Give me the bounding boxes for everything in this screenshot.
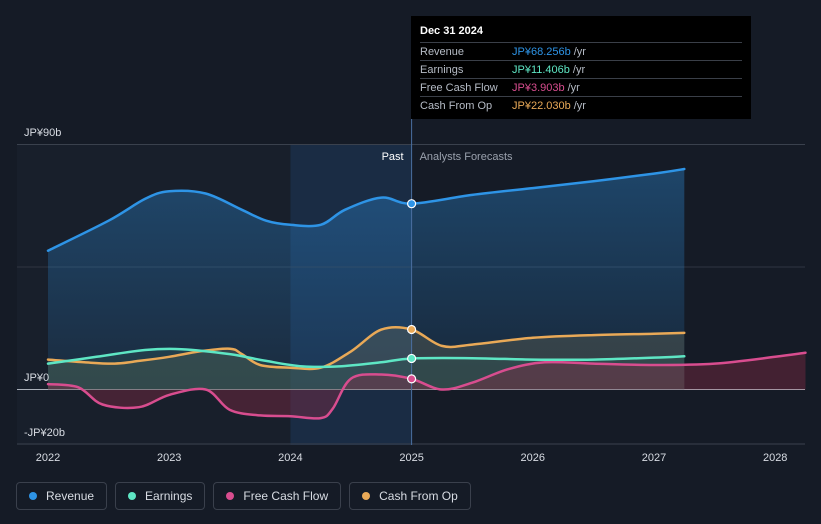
y-tick-label: JP¥90b	[24, 127, 61, 139]
legend-label: Cash From Op	[379, 489, 458, 503]
marker-cfo	[407, 324, 417, 335]
legend-label: Free Cash Flow	[243, 489, 329, 503]
y-tick-label: JP¥0	[24, 372, 49, 384]
series-line-revenue	[46, 167, 686, 252]
legend-dot-icon	[128, 492, 137, 500]
legend-dot-icon	[29, 492, 37, 500]
tooltip-date: Dec 31 2024	[420, 25, 483, 37]
forecast-label: Analysts Forecasts	[420, 151, 513, 163]
tooltip-unit: /yr	[572, 63, 586, 76]
y-tick-label: -JP¥20b	[24, 427, 65, 439]
tooltip-row-earnings: Earnings JP¥11.406b /yr	[420, 60, 742, 78]
tooltip-value: JP¥3.903b	[512, 81, 565, 94]
x-tick-label: 2023	[157, 452, 181, 464]
legend-dot-icon	[226, 492, 235, 500]
x-tick-label: 2026	[521, 452, 545, 464]
series-line-earnings	[46, 347, 686, 369]
x-tick-label: 2025	[399, 452, 423, 464]
tooltip-label: Earnings	[420, 63, 464, 76]
legend-label: Revenue	[46, 489, 95, 503]
legend-item-earnings[interactable]: Earnings	[115, 482, 206, 510]
legend-dot-icon	[362, 492, 371, 500]
tooltip-row-cfo: Cash From Op JP¥22.030b /yr	[420, 96, 742, 114]
tooltip-value: JP¥11.406b	[512, 63, 570, 76]
tooltip-row-revenue: Revenue JP¥68.256b /yr	[420, 42, 742, 60]
x-tick-label: 2024	[278, 452, 302, 464]
marker-revenue	[407, 199, 417, 209]
x-tick-label: 2022	[36, 452, 60, 464]
tooltip: Dec 31 2024 Revenue JP¥68.256b /yr Earni…	[411, 16, 751, 119]
tooltip-unit: /yr	[573, 99, 586, 112]
tooltip-unit: /yr	[573, 45, 586, 58]
tooltip-row-fcf: Free Cash Flow JP¥3.903b /yr	[420, 78, 742, 96]
x-tick-label: 2027	[642, 452, 666, 464]
tooltip-value: JP¥22.030b	[512, 99, 571, 112]
past-label: Past	[382, 151, 404, 163]
legend: Revenue Earnings Free Cash Flow Cash Fro…	[16, 482, 471, 510]
legend-label: Earnings	[145, 489, 193, 503]
tooltip-unit: /yr	[567, 81, 580, 94]
series-line-fcf	[46, 351, 807, 420]
series-line-cfo	[46, 325, 686, 371]
legend-item-revenue[interactable]: Revenue	[16, 482, 108, 510]
cfo-area	[48, 327, 685, 390]
tooltip-label: Free Cash Flow	[420, 81, 498, 94]
legend-item-cfo[interactable]: Cash From Op	[349, 482, 471, 510]
marker-earnings	[407, 353, 417, 364]
revenue-area	[48, 169, 685, 390]
earnings-area	[48, 348, 685, 390]
legend-item-fcf[interactable]: Free Cash Flow	[213, 482, 342, 510]
x-tick-label: 2028	[763, 452, 787, 464]
tooltip-label: Cash From Op	[420, 99, 493, 112]
marker-fcf	[407, 374, 417, 384]
tooltip-value: JP¥68.256b	[512, 45, 571, 58]
tooltip-label: Revenue	[420, 45, 465, 58]
